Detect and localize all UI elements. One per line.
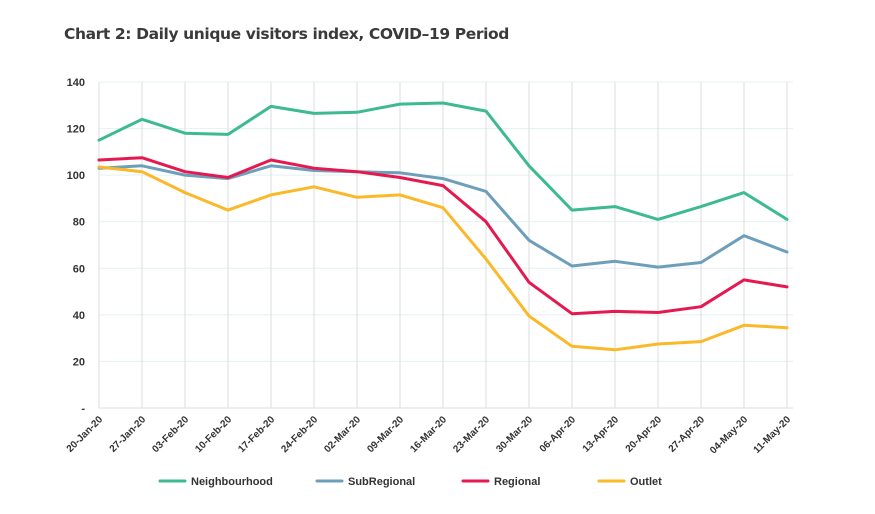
chart-title: Chart 2: Daily unique visitors index, CO… — [64, 25, 509, 43]
x-tick-label: 20-Apr-20 — [624, 414, 665, 455]
y-tick-label: 20 — [73, 356, 85, 368]
x-tick-label: 27-Apr-20 — [667, 414, 708, 455]
x-tick-label: 04-May-20 — [708, 414, 750, 456]
y-tick-label: 140 — [67, 77, 85, 89]
x-tick-label: 27-Jan-20 — [108, 414, 149, 455]
x-tick-label: 02-Mar-20 — [322, 414, 363, 455]
x-tick-label: 20-Jan-20 — [65, 414, 106, 455]
series-line-subregional — [97, 164, 789, 269]
y-tick-label: 80 — [73, 217, 85, 229]
x-tick-label: 09-Mar-20 — [365, 414, 406, 455]
x-tick-label: 13-Apr-20 — [581, 414, 622, 455]
legend: Neighbourhood SubRegional Regional Outlet — [158, 476, 662, 488]
y-tick-label: 60 — [73, 263, 85, 275]
legend-label: Neighbourhood — [191, 476, 273, 488]
x-tick-label: 30-Mar-20 — [494, 414, 535, 455]
series-line-regional — [97, 156, 789, 316]
legend-label: SubRegional — [348, 476, 415, 488]
grid-lines — [98, 81, 793, 409]
x-axis-ticks: 20-Jan-20 27-Jan-20 03-Feb-20 10-Feb-20 17-F… — [65, 414, 794, 456]
series-lines — [97, 101, 789, 352]
x-tick-label: 11-May-20 — [752, 414, 794, 456]
series-line-outlet — [97, 165, 789, 352]
x-tick-label: 10-Feb-20 — [193, 414, 234, 455]
y-tick-label: 100 — [67, 170, 85, 182]
y-axis-ticks: - 20 40 60 80 100 120 140 — [67, 77, 86, 415]
x-tick-label: 16-Mar-20 — [408, 414, 449, 455]
x-tick-label: 03-Feb-20 — [150, 414, 191, 455]
x-tick-label: 17-Feb-20 — [236, 414, 277, 455]
y-tick-label: 40 — [73, 310, 85, 322]
x-tick-label: 06-Apr-20 — [538, 414, 579, 455]
x-tick-label: 23-Mar-20 — [451, 414, 492, 455]
y-tick-label: - — [81, 403, 85, 415]
legend-label: Outlet — [630, 476, 662, 488]
y-tick-label: 120 — [67, 124, 85, 136]
legend-label: Regional — [494, 476, 540, 488]
x-tick-label: 24-Feb-20 — [279, 414, 320, 455]
series-line-neighbourhood — [97, 101, 789, 221]
